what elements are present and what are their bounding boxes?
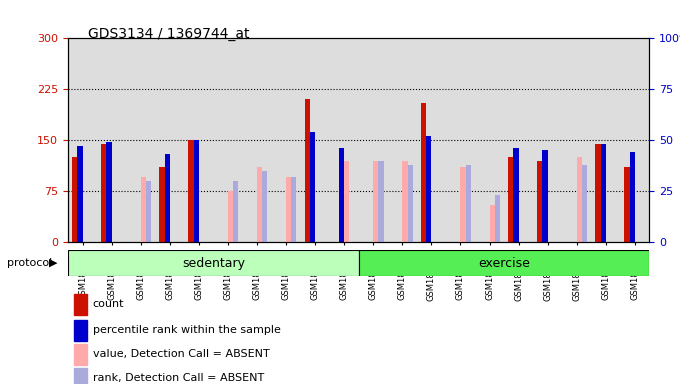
Bar (159, 167, 165, 242)
Bar (630, 152, 635, 242)
Bar (184, 38, 214, 242)
Bar (233, 181, 239, 242)
Bar (379, 161, 384, 242)
Bar (562, 38, 592, 242)
Bar (373, 161, 379, 242)
Bar (101, 144, 106, 242)
Bar (490, 205, 495, 242)
Bar (513, 148, 519, 242)
Text: sedentary: sedentary (182, 257, 245, 270)
Bar (146, 181, 151, 242)
Bar (582, 165, 588, 242)
Bar (504, 38, 533, 242)
Bar (624, 167, 630, 242)
Text: rank, Detection Call = ABSENT: rank, Detection Call = ABSENT (93, 373, 264, 383)
Text: count: count (93, 299, 124, 310)
Bar (257, 167, 262, 242)
Bar (106, 142, 112, 242)
Bar (97, 38, 126, 242)
Bar (271, 38, 301, 242)
Bar (242, 38, 271, 242)
Bar (74, 344, 87, 365)
Bar (359, 250, 649, 276)
Bar (291, 177, 296, 242)
Text: ▶: ▶ (49, 258, 57, 268)
Bar (543, 151, 547, 242)
Bar (495, 195, 500, 242)
Bar (446, 38, 475, 242)
Bar (508, 157, 513, 242)
Bar (403, 161, 407, 242)
Bar (72, 157, 78, 242)
Bar (407, 165, 413, 242)
Text: exercise: exercise (478, 257, 530, 270)
Bar (388, 38, 417, 242)
Bar (155, 38, 184, 242)
Bar (620, 38, 649, 242)
Bar (344, 161, 350, 242)
Bar (359, 38, 388, 242)
Bar (310, 132, 315, 242)
Text: percentile rank within the sample: percentile rank within the sample (93, 325, 281, 335)
Bar (426, 136, 431, 242)
Text: value, Detection Call = ABSENT: value, Detection Call = ABSENT (93, 349, 269, 359)
Bar (460, 167, 466, 242)
Bar (591, 38, 620, 242)
Bar (194, 140, 199, 242)
Bar (74, 368, 87, 384)
Bar (141, 177, 146, 242)
Bar (600, 144, 606, 242)
Bar (165, 154, 170, 242)
Text: protocol: protocol (7, 258, 52, 268)
Bar (68, 250, 359, 276)
Bar (228, 191, 233, 242)
Bar (466, 165, 471, 242)
Bar (188, 140, 194, 242)
Bar (330, 38, 359, 242)
Bar (305, 99, 310, 242)
Bar (214, 38, 242, 242)
Bar (533, 38, 562, 242)
Bar (74, 294, 87, 315)
Bar (78, 146, 82, 242)
Bar (126, 38, 155, 242)
Bar (74, 319, 87, 341)
Bar (595, 144, 600, 242)
Bar (537, 161, 543, 242)
Bar (286, 177, 291, 242)
Bar (421, 103, 426, 242)
Bar (577, 157, 582, 242)
Bar (339, 148, 344, 242)
Bar (475, 38, 504, 242)
Bar (301, 38, 330, 242)
Bar (417, 38, 446, 242)
Text: GDS3134 / 1369744_at: GDS3134 / 1369744_at (88, 27, 250, 41)
Bar (68, 38, 97, 242)
Bar (262, 171, 267, 242)
